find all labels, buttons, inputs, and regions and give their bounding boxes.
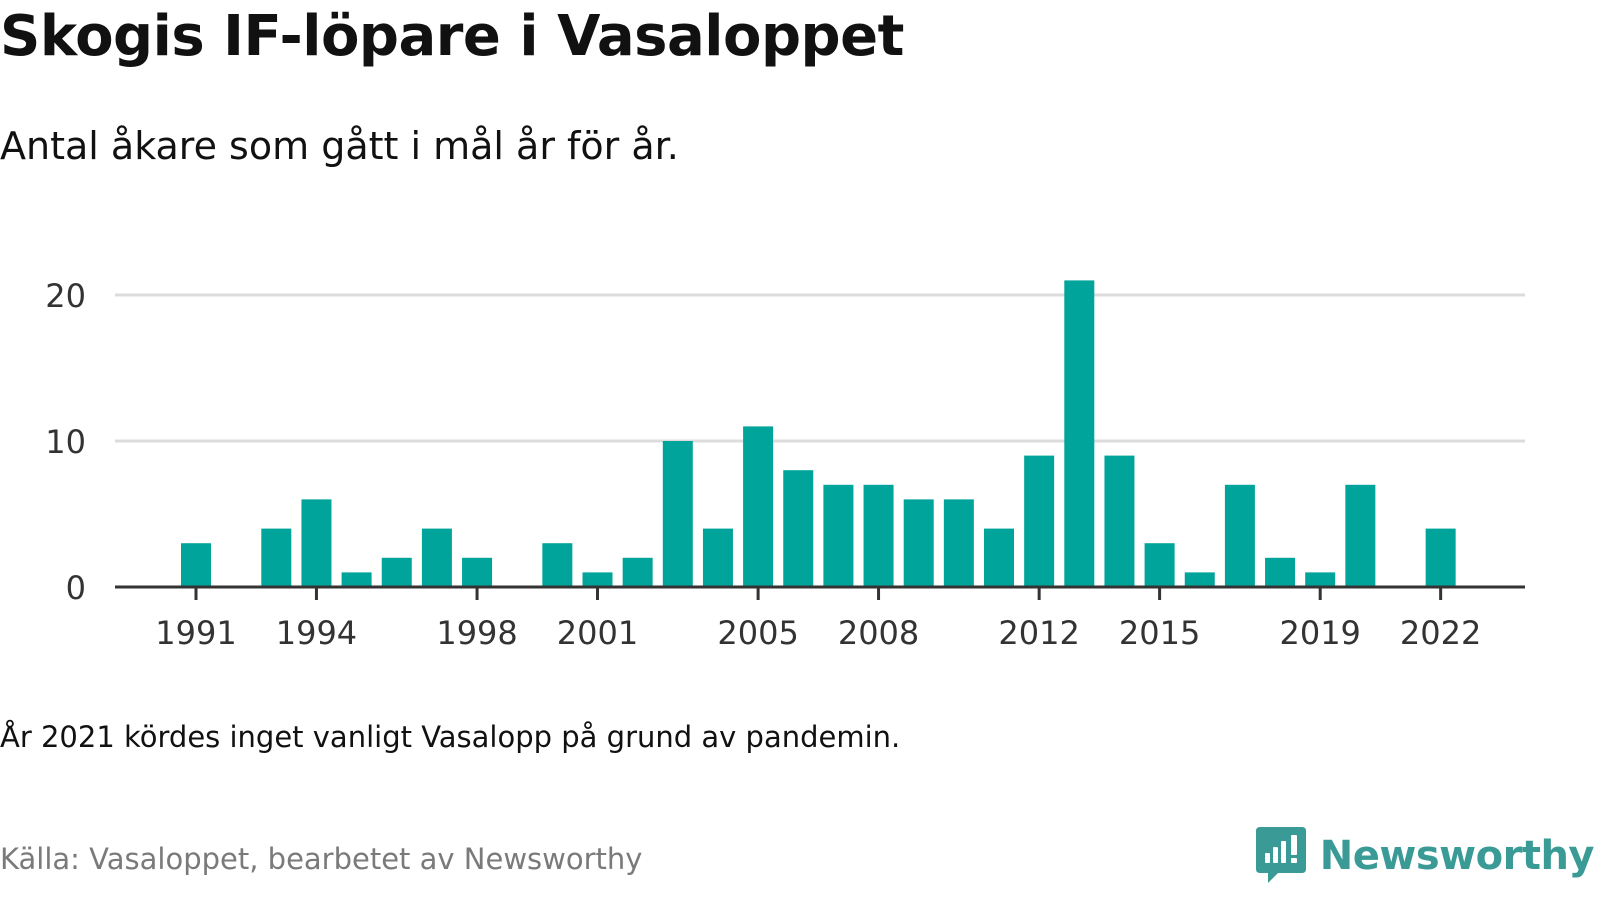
x-tick-label: 1998 [436,614,517,652]
bar-2009 [903,499,934,587]
bar-2000 [542,543,573,587]
y-tick-label: 0 [66,569,86,607]
bar-1991 [181,543,211,587]
bar-2011 [984,528,1014,587]
bar-2018 [1265,557,1296,587]
bar-2005 [743,426,774,587]
bar-2010 [943,499,974,587]
bar-2017 [1224,484,1255,587]
chart-title: Skogis IF-löpare i Vasaloppet [0,4,904,69]
bar-1993 [261,528,292,587]
source-text: Källa: Vasaloppet, bearbetet av Newswort… [0,842,643,876]
bar-1996 [381,557,412,587]
bar-1994 [301,499,332,587]
bar-2007 [823,484,854,587]
bar-2008 [863,484,894,587]
x-tick-label: 2005 [717,614,798,652]
brand-logo: Newsworthy [1255,826,1595,886]
x-tick-label: 2008 [838,614,919,652]
bar-2022 [1425,528,1456,587]
y-axis-ticks: 0 10 20 [45,277,86,607]
bar-2013 [1064,280,1095,587]
x-tick-label: 1991 [155,614,236,652]
x-tick-label: 2001 [557,614,638,652]
bar-2006 [783,470,814,587]
x-tick-label: 2015 [1119,614,1200,652]
bar-2014 [1104,455,1135,587]
bar-1997 [421,528,452,587]
bar-1998 [462,557,493,587]
x-tick-label: 2022 [1400,614,1481,652]
bar-2003 [662,441,693,587]
x-tick-label: 2012 [998,614,1079,652]
bar-2015 [1144,543,1175,587]
x-tick-label: 2019 [1279,614,1360,652]
bar-2016 [1184,572,1215,587]
bar-2020 [1345,484,1376,587]
bar-chart: 0 10 20 1991 1994 1998 2001 2005 2008 2012 2015 20… [45,277,1525,652]
bar-2019 [1305,572,1336,587]
bar-2002 [622,557,653,587]
brand-name: Newsworthy [1319,833,1595,879]
y-tick-label: 10 [45,423,86,461]
bar-2004 [702,528,733,587]
y-tick-label: 20 [45,277,86,315]
newsworthy-logo-icon [1255,827,1306,883]
x-tick-label: 1994 [276,614,357,652]
x-axis-ticks: 1991 1994 1998 2001 2005 2008 2012 2015 2019 2022 [155,587,1481,652]
bar-1995 [341,572,372,587]
chart-note: År 2021 kördes inget vanligt Vasalopp på… [0,720,901,754]
chart-subtitle: Antal åkare som gått i mål år för år. [0,124,679,168]
grid-lines [115,293,1525,443]
bar-2001 [582,572,613,587]
bars [181,280,1456,587]
bar-2012 [1024,455,1055,587]
